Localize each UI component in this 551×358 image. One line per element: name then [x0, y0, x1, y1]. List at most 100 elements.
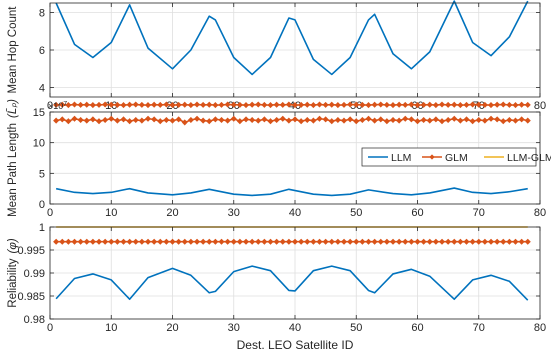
- data-point-glm: [157, 238, 164, 245]
- data-point-glm: [200, 101, 207, 108]
- legend-label: LLM: [391, 152, 411, 164]
- data-point-glm: [126, 238, 133, 245]
- data-point-glm: [291, 102, 299, 109]
- data-point-glm: [102, 101, 109, 108]
- data-point-glm: [457, 238, 464, 245]
- data-point-glm: [322, 116, 329, 123]
- data-point-glm: [230, 101, 237, 108]
- data-point-glm: [187, 116, 194, 123]
- data-point-glm: [469, 101, 476, 108]
- data-point-glm: [463, 238, 470, 245]
- data-point-glm: [206, 118, 213, 125]
- data-point-glm: [95, 101, 103, 108]
- data-point-glm: [151, 116, 158, 123]
- data-point-glm: [310, 117, 317, 124]
- data-point-glm: [408, 116, 415, 123]
- data-point-glm: [432, 238, 439, 245]
- data-point-glm: [383, 118, 390, 125]
- data-point-glm: [65, 118, 72, 125]
- data-point-glm: [114, 101, 121, 108]
- data-point-glm: [193, 115, 201, 122]
- data-point-glm: [138, 101, 145, 108]
- data-point-glm: [359, 238, 366, 245]
- data-point-glm: [53, 101, 60, 108]
- data-point-glm: [432, 116, 439, 123]
- data-point-glm: [102, 116, 109, 123]
- data-point-glm: [224, 101, 231, 108]
- data-point-glm: [267, 238, 274, 245]
- y-tick-label: 0.995: [17, 245, 45, 257]
- data-point-glm: [340, 238, 348, 245]
- data-point-glm: [414, 238, 421, 245]
- data-point-glm: [71, 101, 78, 108]
- data-point-glm: [273, 101, 280, 108]
- data-point-glm: [181, 119, 188, 126]
- data-point-glm: [236, 101, 243, 108]
- data-point-glm: [126, 101, 133, 108]
- data-point-glm: [359, 116, 366, 123]
- data-point-glm: [114, 117, 121, 124]
- data-point-glm: [420, 116, 427, 123]
- data-point-glm: [236, 238, 243, 245]
- data-point-glm: [518, 238, 525, 245]
- data-point-glm: [487, 102, 495, 109]
- data-point-glm: [193, 238, 201, 245]
- data-point-glm: [389, 116, 397, 123]
- legend-label: LLM-GLM: [507, 152, 551, 164]
- x-tick-label: 0: [47, 207, 53, 219]
- data-point-glm: [438, 118, 446, 125]
- data-point-glm: [438, 101, 446, 108]
- data-point-glm: [59, 101, 66, 108]
- data-point-glm: [212, 102, 219, 109]
- data-point-glm: [451, 115, 458, 122]
- data-point-glm: [200, 238, 207, 245]
- data-point-glm: [353, 101, 360, 108]
- data-point-glm: [328, 118, 335, 125]
- data-point-glm: [212, 238, 219, 245]
- legend-label: GLM: [445, 152, 468, 164]
- x-tick-label: 40: [289, 322, 301, 334]
- data-point-glm: [469, 118, 476, 125]
- data-point-glm: [304, 101, 311, 108]
- data-point-glm: [273, 238, 280, 245]
- data-point-glm: [120, 102, 127, 109]
- data-point-glm: [77, 116, 84, 123]
- y-tick-label: 1: [39, 222, 45, 234]
- data-point-glm: [371, 117, 378, 124]
- data-point-glm: [316, 238, 323, 245]
- legend-box: [361, 147, 537, 167]
- series-line-llm: [55, 265, 529, 301]
- data-point-glm: [298, 101, 305, 108]
- data-point-glm: [383, 101, 390, 108]
- data-point-glm: [175, 116, 182, 123]
- y-tick-label: 0.99: [24, 268, 45, 280]
- data-point-glm: [291, 238, 299, 245]
- data-point-glm: [396, 238, 403, 245]
- data-point-glm: [353, 238, 360, 245]
- data-point-glm: [426, 101, 433, 108]
- data-point-glm: [340, 101, 348, 108]
- data-point-glm: [438, 238, 446, 245]
- data-point-glm: [506, 116, 513, 123]
- x-tick-label: 70: [473, 207, 485, 219]
- data-point-glm: [71, 238, 78, 245]
- data-point-glm: [175, 238, 182, 245]
- data-point-glm: [512, 117, 519, 124]
- data-point-glm: [377, 238, 384, 245]
- data-point-glm: [108, 115, 115, 122]
- data-point-glm: [163, 238, 170, 245]
- data-point-glm: [144, 115, 152, 122]
- data-point-glm: [512, 238, 519, 245]
- y-axis-label: Mean Path Length (L̄ₚ): [6, 99, 19, 217]
- data-point-glm: [512, 102, 519, 109]
- y-tick-label: 8: [39, 7, 45, 19]
- data-point-glm: [267, 118, 274, 125]
- data-point-glm: [132, 238, 139, 245]
- data-point-glm: [89, 116, 96, 123]
- y-tick-label: 4: [39, 83, 45, 95]
- data-point-glm: [475, 238, 482, 245]
- y-axis-label-text: Mean Path Length: [7, 123, 19, 217]
- y-axis-label: Reliability (φ): [7, 238, 19, 308]
- data-point-glm: [236, 118, 243, 125]
